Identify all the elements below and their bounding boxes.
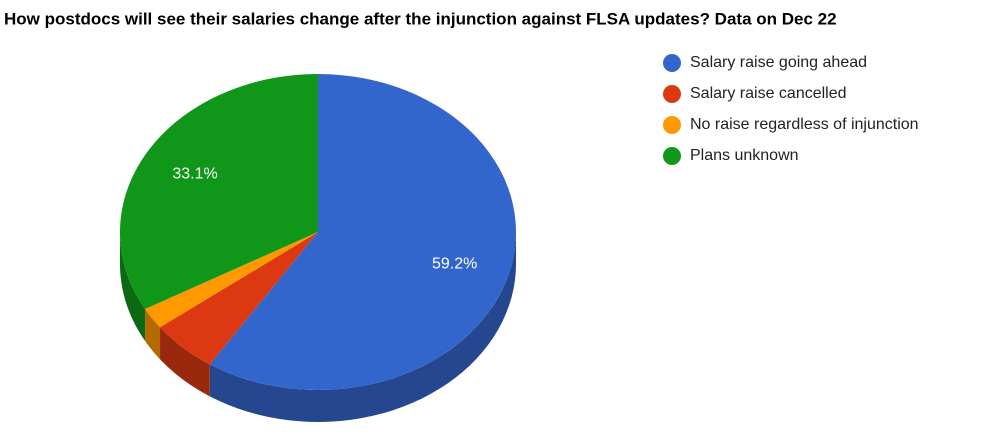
slice-side	[160, 327, 210, 397]
legend-label: Plans unknown	[690, 147, 799, 164]
chart-title: How postdocs will see their salaries cha…	[4, 9, 837, 28]
legend-swatch	[663, 147, 681, 165]
slice	[160, 232, 318, 365]
slice	[119, 74, 318, 309]
legend-swatch	[663, 85, 681, 103]
legend-swatch	[663, 54, 681, 72]
slice-side	[209, 232, 517, 422]
slice-side	[120, 232, 146, 341]
slice-side	[145, 308, 161, 360]
value-label: 33.1%	[172, 166, 217, 183]
slice	[209, 74, 517, 391]
legend-label: Salary raise cancelled	[690, 85, 847, 102]
value-label: 59.2%	[432, 256, 477, 273]
slice	[145, 232, 318, 328]
legend-label: Salary raise going ahead	[690, 54, 867, 71]
legend-label: No raise regardless of injunction	[690, 116, 919, 133]
legend-swatch	[663, 116, 681, 134]
